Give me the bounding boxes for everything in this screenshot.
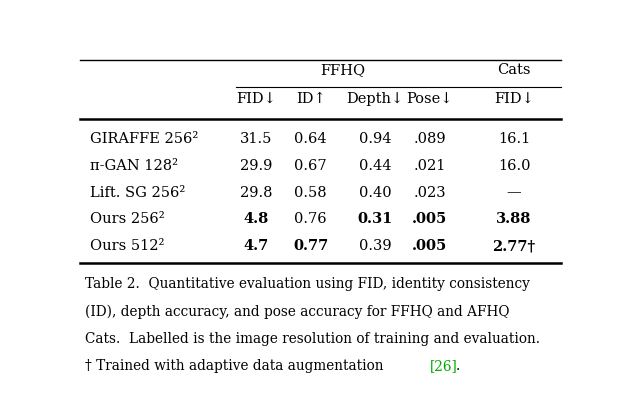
Text: 4.7: 4.7: [243, 239, 269, 253]
Text: 29.8: 29.8: [240, 185, 273, 200]
Text: .: .: [456, 359, 460, 374]
Text: FFHQ: FFHQ: [320, 63, 365, 77]
Text: 0.58: 0.58: [294, 185, 327, 200]
Text: .089: .089: [413, 132, 446, 146]
Text: .023: .023: [413, 185, 446, 200]
Text: 2.77†: 2.77†: [492, 239, 536, 253]
Text: 16.1: 16.1: [498, 132, 530, 146]
Text: 0.31: 0.31: [357, 212, 393, 226]
Text: Cats.  Labelled is the image resolution of training and evaluation.: Cats. Labelled is the image resolution o…: [85, 332, 540, 346]
Text: 0.76: 0.76: [294, 212, 327, 226]
Text: [26]: [26]: [429, 359, 458, 374]
Text: 0.64: 0.64: [294, 132, 327, 146]
Text: 16.0: 16.0: [498, 159, 531, 173]
Text: Cats: Cats: [497, 63, 531, 77]
Text: Pose↓: Pose↓: [406, 92, 453, 106]
Text: 31.5: 31.5: [240, 132, 272, 146]
Text: 0.67: 0.67: [294, 159, 327, 173]
Text: ID↑: ID↑: [296, 92, 326, 106]
Text: 4.8: 4.8: [243, 212, 269, 226]
Text: Ours 256²: Ours 256²: [90, 212, 164, 226]
Text: 0.77: 0.77: [293, 239, 328, 253]
Text: 3.88: 3.88: [496, 212, 532, 226]
Text: FID↓: FID↓: [236, 92, 276, 106]
Text: (ID), depth accuracy, and pose accuracy for FFHQ and AFHQ: (ID), depth accuracy, and pose accuracy …: [85, 304, 509, 319]
Text: Ours 512²: Ours 512²: [90, 239, 164, 253]
Text: .005: .005: [412, 212, 447, 226]
Text: π-GAN 128²: π-GAN 128²: [90, 159, 178, 173]
Text: 0.44: 0.44: [359, 159, 392, 173]
Text: 0.40: 0.40: [359, 185, 392, 200]
Text: .005: .005: [412, 239, 447, 253]
Text: Depth↓: Depth↓: [346, 92, 404, 106]
Text: † Trained with adaptive data augmentation: † Trained with adaptive data augmentatio…: [85, 359, 388, 374]
Text: 0.94: 0.94: [359, 132, 392, 146]
Text: Table 2.  Quantitative evaluation using FID, identity consistency: Table 2. Quantitative evaluation using F…: [85, 277, 530, 291]
Text: Lift. SG 256²: Lift. SG 256²: [90, 185, 185, 200]
Text: .021: .021: [413, 159, 446, 173]
Text: GIRAFFE 256²: GIRAFFE 256²: [90, 132, 198, 146]
Text: —: —: [507, 185, 522, 200]
Text: 0.39: 0.39: [359, 239, 392, 253]
Text: FID↓: FID↓: [494, 92, 534, 106]
Text: 29.9: 29.9: [240, 159, 272, 173]
